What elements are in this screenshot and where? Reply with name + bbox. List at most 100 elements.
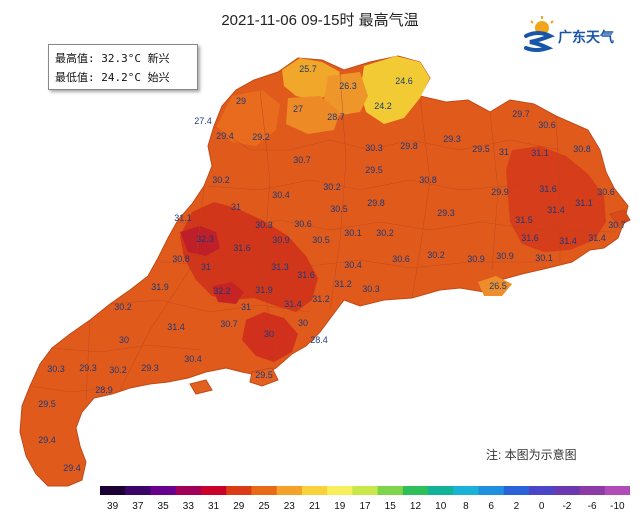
station-temp-label: 30.9 bbox=[272, 235, 290, 245]
station-temp-label: 30.1 bbox=[535, 253, 553, 263]
cool-zone-lechang bbox=[286, 96, 340, 134]
hot-zone-central bbox=[180, 202, 318, 312]
min-place: 始兴 bbox=[147, 71, 170, 84]
legend-label: 12 bbox=[410, 501, 422, 512]
legend-label: 0 bbox=[539, 501, 545, 512]
station-temp-label: 29.4 bbox=[38, 435, 56, 445]
legend-label: -6 bbox=[588, 501, 597, 512]
legend-label: 19 bbox=[334, 501, 346, 512]
legend-swatch bbox=[150, 486, 177, 495]
max-value: 32.3°C bbox=[101, 52, 141, 65]
legend-label: 33 bbox=[183, 501, 195, 512]
district-boundaries bbox=[29, 71, 617, 401]
station-temp-label: 29.5 bbox=[365, 165, 383, 175]
station-temp-label: 29 bbox=[236, 96, 246, 106]
station-temp-label: 30.6 bbox=[538, 120, 556, 130]
hot-spot-xinxing bbox=[180, 226, 220, 256]
legend-swatches bbox=[100, 486, 630, 495]
station-temp-label: 31.5 bbox=[515, 215, 533, 225]
legend-swatch bbox=[453, 486, 480, 495]
island-nanao bbox=[609, 209, 631, 227]
station-temp-label: 31 bbox=[201, 262, 211, 272]
color-legend: 39 37 35 33 31 29 25 23 21 19 17 15 12 10 8 6 2 0 -2 -6 -10 bbox=[100, 486, 630, 512]
station-temp-label: 30.3 bbox=[362, 284, 380, 294]
station-temp-label: 30.7 bbox=[608, 220, 626, 230]
note: 注: 本图为示意图 bbox=[486, 448, 577, 462]
station-temp-label: 30.8 bbox=[419, 175, 437, 185]
station-temp-label: 31.9 bbox=[255, 285, 273, 295]
legend-swatch bbox=[200, 486, 227, 495]
legend-swatch bbox=[301, 486, 328, 495]
min-value: 24.2°C bbox=[101, 71, 141, 84]
station-temp-label: 30.6 bbox=[294, 219, 312, 229]
station-temp-label: 29.9 bbox=[491, 187, 509, 197]
station-temp-label: 30.9 bbox=[467, 254, 485, 264]
legend-swatch bbox=[251, 486, 278, 495]
legend-label: 6 bbox=[488, 501, 494, 512]
station-temp-label: 27.4 bbox=[194, 116, 212, 126]
legend-swatch bbox=[100, 486, 126, 495]
max-row: 最高值: 32.3°C 新兴 bbox=[55, 50, 170, 66]
station-temp-label: 31.9 bbox=[151, 282, 169, 292]
cool-zone-renhua bbox=[324, 72, 368, 116]
station-temp-label: 24.6 bbox=[395, 76, 413, 86]
legend-swatch bbox=[554, 486, 581, 495]
legend-label: 25 bbox=[258, 501, 270, 512]
guangdong-weather-logo bbox=[524, 16, 555, 52]
station-temp-label: 30.7 bbox=[220, 319, 238, 329]
station-temp-label: 29.3 bbox=[443, 134, 461, 144]
station-temp-label: 31.6 bbox=[233, 243, 251, 253]
island-hailing bbox=[189, 379, 213, 395]
station-temp-label: 31.4 bbox=[547, 205, 565, 215]
station-temp-label: 31.1 bbox=[174, 213, 192, 223]
legend-swatch bbox=[125, 486, 151, 495]
legend-swatch bbox=[276, 486, 303, 495]
legend-label: 29 bbox=[233, 501, 245, 512]
station-temp-label: 28.9 bbox=[95, 385, 113, 395]
min-label: 最低值: bbox=[55, 71, 95, 84]
station-temp-label: 31.6 bbox=[297, 270, 315, 280]
station-temp-label: 30.2 bbox=[109, 365, 127, 375]
station-temp-label: 29.2 bbox=[252, 132, 270, 142]
station-temp-label: 30.7 bbox=[293, 155, 311, 165]
station-temp-label: 30 bbox=[264, 329, 274, 339]
legend-label: -10 bbox=[610, 501, 625, 512]
station-temp-label: 30.2 bbox=[323, 182, 341, 192]
station-temp-label: 30.6 bbox=[597, 187, 615, 197]
station-temp-label: 31.2 bbox=[312, 294, 330, 304]
warm-zone-north bbox=[216, 90, 280, 146]
station-temp-label: 30.3 bbox=[255, 220, 273, 230]
hot-zone-east bbox=[506, 146, 606, 252]
station-temp-label: 30.2 bbox=[114, 302, 132, 312]
station-labels: 25.7 26.3 24.6 24.2 27 28.7 29 27.4 29.4 29.2 29.7… bbox=[38, 64, 626, 473]
legend-swatch bbox=[352, 486, 379, 495]
legend-label: -2 bbox=[562, 501, 571, 512]
legend-swatch bbox=[604, 486, 630, 495]
legend-label: 2 bbox=[514, 501, 520, 512]
cool-zone-nanxiong bbox=[282, 58, 340, 100]
station-temp-label: 29.5 bbox=[472, 144, 490, 154]
station-temp-label: 31 bbox=[241, 302, 251, 312]
station-temp-label: 29.4 bbox=[216, 131, 234, 141]
station-temp-label: 31.1 bbox=[531, 148, 549, 158]
legend-swatch bbox=[377, 486, 404, 495]
station-temp-label: 26.3 bbox=[339, 81, 357, 91]
station-temp-label: 24.2 bbox=[374, 101, 392, 111]
legend-swatch bbox=[529, 486, 555, 495]
station-temp-label: 30.2 bbox=[212, 175, 230, 185]
legend-swatch bbox=[175, 486, 202, 495]
station-temp-label: 31 bbox=[499, 147, 509, 157]
cool-zone-shixing bbox=[360, 56, 430, 124]
station-temp-label: 25.7 bbox=[299, 64, 317, 74]
legend-label: 15 bbox=[385, 501, 397, 512]
station-temp-label: 29.8 bbox=[367, 198, 385, 208]
station-temp-label: 26.5 bbox=[489, 281, 507, 291]
station-temp-label: 27 bbox=[293, 104, 303, 114]
station-temp-label: 32.2 bbox=[213, 286, 231, 296]
hot-spot-south bbox=[212, 282, 244, 304]
station-temp-label: 29.5 bbox=[38, 399, 56, 409]
legend-labels: 39 37 35 33 31 29 25 23 21 19 17 15 12 10 8 6 2 0 -2 -6 -10 bbox=[107, 501, 625, 512]
station-temp-label: 31.4 bbox=[284, 299, 302, 309]
legend-label: 8 bbox=[463, 501, 469, 512]
